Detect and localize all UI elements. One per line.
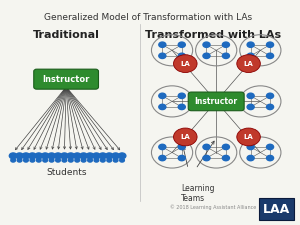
- Circle shape: [112, 153, 119, 159]
- Circle shape: [159, 144, 166, 150]
- Circle shape: [43, 158, 47, 162]
- Circle shape: [36, 158, 41, 162]
- Circle shape: [30, 158, 35, 162]
- Circle shape: [80, 153, 87, 159]
- Circle shape: [203, 144, 210, 150]
- Circle shape: [9, 153, 17, 159]
- Circle shape: [159, 53, 166, 58]
- Circle shape: [266, 53, 274, 58]
- Circle shape: [159, 93, 166, 99]
- Circle shape: [17, 158, 22, 162]
- Circle shape: [120, 158, 124, 162]
- FancyBboxPatch shape: [259, 198, 294, 220]
- Circle shape: [266, 104, 274, 110]
- Circle shape: [173, 128, 197, 146]
- Circle shape: [94, 158, 99, 162]
- Circle shape: [222, 53, 230, 58]
- Circle shape: [159, 155, 166, 161]
- Circle shape: [48, 153, 56, 159]
- Circle shape: [93, 153, 100, 159]
- Circle shape: [61, 153, 68, 159]
- Circle shape: [203, 155, 210, 161]
- Circle shape: [266, 42, 274, 47]
- Circle shape: [247, 155, 254, 161]
- Text: Transformed with LAs: Transformed with LAs: [145, 30, 281, 40]
- Circle shape: [75, 158, 80, 162]
- Circle shape: [35, 153, 43, 159]
- Circle shape: [178, 42, 185, 47]
- Circle shape: [178, 155, 185, 161]
- Circle shape: [24, 158, 28, 162]
- Circle shape: [203, 53, 210, 58]
- Circle shape: [88, 158, 92, 162]
- Circle shape: [237, 128, 260, 146]
- Circle shape: [266, 93, 274, 99]
- Circle shape: [178, 104, 185, 110]
- Circle shape: [173, 55, 197, 72]
- Circle shape: [222, 42, 230, 47]
- Text: LAA: LAA: [263, 203, 290, 216]
- Circle shape: [113, 158, 118, 162]
- Circle shape: [16, 153, 23, 159]
- Text: LA: LA: [244, 61, 254, 67]
- Circle shape: [22, 153, 30, 159]
- Circle shape: [178, 144, 185, 150]
- Text: LA: LA: [180, 134, 190, 140]
- Circle shape: [81, 158, 86, 162]
- Text: Instructor: Instructor: [42, 75, 90, 84]
- Circle shape: [68, 158, 73, 162]
- Text: Learning
Teams: Learning Teams: [181, 184, 214, 203]
- Circle shape: [222, 144, 230, 150]
- Text: Students: Students: [46, 168, 86, 177]
- Circle shape: [203, 42, 210, 47]
- Circle shape: [266, 155, 274, 161]
- Circle shape: [54, 153, 62, 159]
- Circle shape: [247, 93, 254, 99]
- Circle shape: [56, 158, 60, 162]
- FancyBboxPatch shape: [188, 92, 244, 111]
- Text: LA: LA: [180, 61, 190, 67]
- Circle shape: [105, 153, 113, 159]
- Text: Traditional: Traditional: [33, 30, 100, 40]
- Circle shape: [100, 158, 105, 162]
- Circle shape: [49, 158, 54, 162]
- Circle shape: [41, 153, 49, 159]
- Text: LA: LA: [244, 134, 254, 140]
- Circle shape: [247, 144, 254, 150]
- Circle shape: [86, 153, 94, 159]
- Circle shape: [159, 42, 166, 47]
- Circle shape: [28, 153, 36, 159]
- Circle shape: [107, 158, 112, 162]
- Circle shape: [247, 53, 254, 58]
- Circle shape: [99, 153, 106, 159]
- Circle shape: [178, 93, 185, 99]
- Text: © 2018 Learning Assistant Alliance: © 2018 Learning Assistant Alliance: [170, 205, 256, 210]
- Circle shape: [118, 153, 126, 159]
- Circle shape: [67, 153, 75, 159]
- Circle shape: [62, 158, 67, 162]
- Circle shape: [247, 42, 254, 47]
- Circle shape: [178, 53, 185, 58]
- Circle shape: [74, 153, 81, 159]
- Text: Generalized Model of Transformation with LAs: Generalized Model of Transformation with…: [44, 13, 253, 22]
- Circle shape: [266, 144, 274, 150]
- Circle shape: [247, 104, 254, 110]
- Circle shape: [237, 55, 260, 72]
- Text: Instructor: Instructor: [195, 97, 238, 106]
- Circle shape: [222, 155, 230, 161]
- Circle shape: [11, 158, 16, 162]
- Circle shape: [159, 104, 166, 110]
- FancyBboxPatch shape: [34, 69, 98, 89]
